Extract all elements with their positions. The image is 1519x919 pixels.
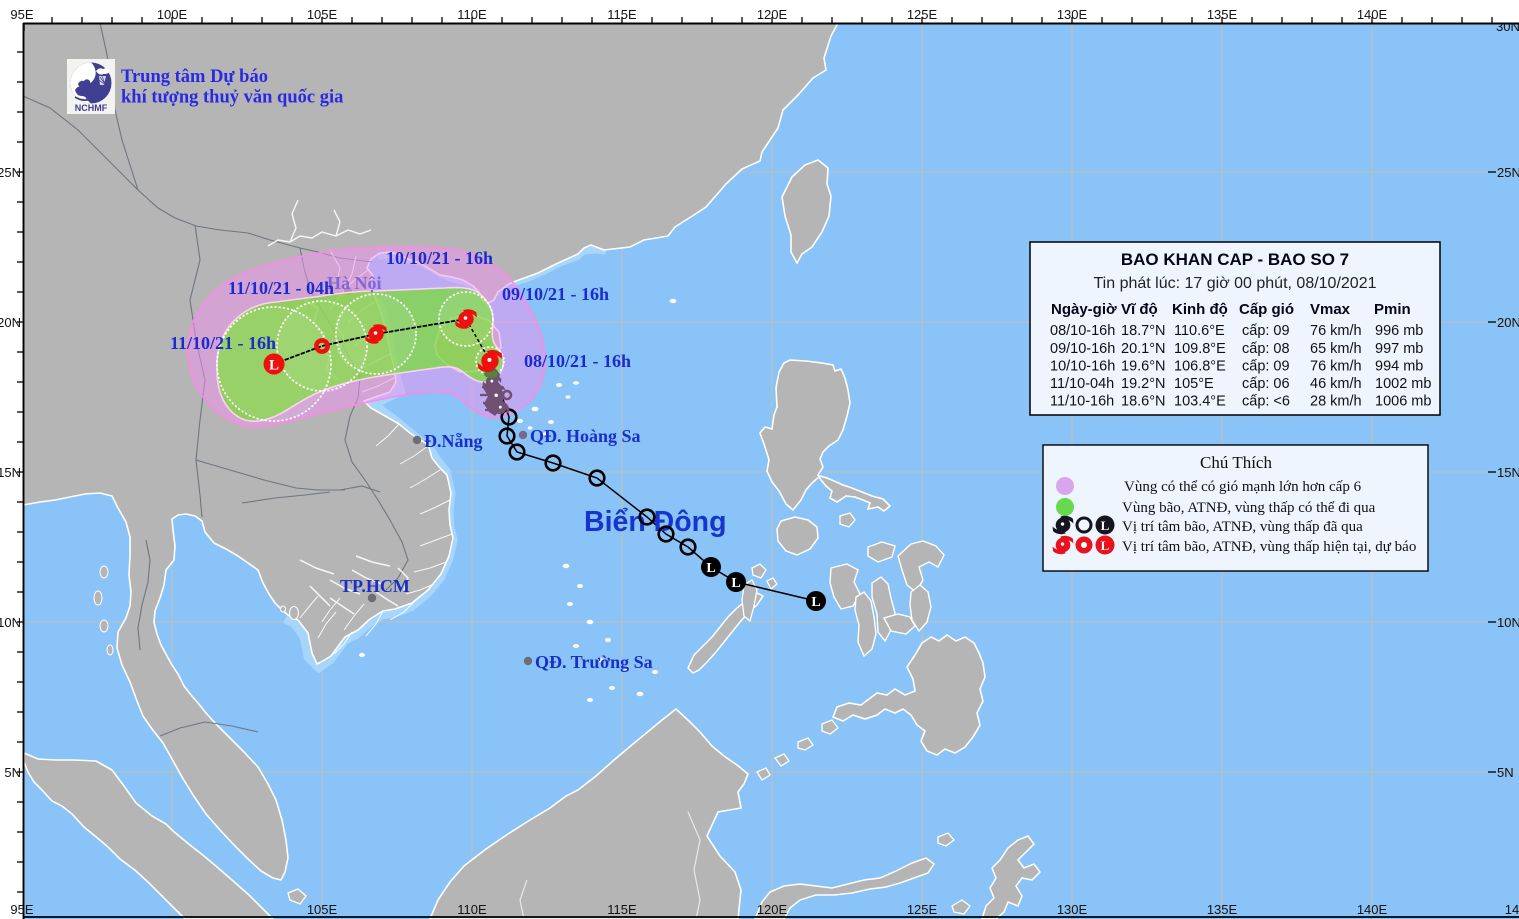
svg-text:Đ.Nẵng: Đ.Nẵng: [424, 431, 483, 451]
svg-text:5N: 5N: [4, 765, 21, 780]
svg-text:106.8°E: 106.8°E: [1174, 359, 1226, 375]
svg-text:103.4°E: 103.4°E: [1174, 394, 1226, 410]
svg-text:Vùng có thể có gió mạnh lớn hơ: Vùng có thể có gió mạnh lớn hơn cấp 6: [1124, 479, 1362, 495]
svg-text:08/10/21 - 16h: 08/10/21 - 16h: [524, 351, 631, 371]
svg-text:105E: 105E: [307, 902, 338, 917]
svg-text:10/10/21 - 16h: 10/10/21 - 16h: [386, 248, 493, 268]
svg-text:Trung tâm Dự báo: Trung tâm Dự báo: [121, 67, 268, 87]
svg-text:19.2°N: 19.2°N: [1121, 376, 1166, 392]
svg-text:Biển Đông: Biển Đông: [584, 506, 727, 538]
svg-text:20.1°N: 20.1°N: [1121, 341, 1166, 357]
svg-text:Pmin: Pmin: [1374, 301, 1411, 318]
svg-text:TP.HCM: TP.HCM: [340, 576, 410, 596]
svg-text:115E: 115E: [607, 902, 637, 917]
svg-text:Kinh độ: Kinh độ: [1172, 301, 1228, 318]
svg-text:khí tượng thuỷ văn quốc gia: khí tượng thuỷ văn quốc gia: [121, 88, 343, 108]
svg-text:15N: 15N: [0, 465, 21, 480]
svg-text:10N: 10N: [1497, 615, 1519, 630]
svg-text:140E: 140E: [1357, 902, 1388, 917]
svg-text:65 km/h: 65 km/h: [1310, 341, 1362, 357]
svg-text:Vùng bão, ATNĐ, vùng thấp có t: Vùng bão, ATNĐ, vùng thấp có thể đi qua: [1122, 500, 1376, 516]
svg-text:30N: 30N: [1496, 19, 1519, 34]
svg-text:46 km/h: 46 km/h: [1310, 376, 1362, 392]
svg-text:Vmax: Vmax: [1310, 301, 1351, 318]
svg-text:Cấp gió: Cấp gió: [1239, 301, 1294, 318]
svg-text:28 km/h: 28 km/h: [1310, 394, 1362, 410]
svg-text:18.6°N: 18.6°N: [1121, 394, 1166, 410]
svg-text:10/10-16h: 10/10-16h: [1050, 359, 1115, 375]
svg-text:Ngày-giờ: Ngày-giờ: [1051, 301, 1117, 318]
svg-text:15N: 15N: [1497, 465, 1519, 480]
svg-text:20N: 20N: [0, 315, 21, 330]
svg-text:19.6°N: 19.6°N: [1121, 359, 1166, 375]
svg-text:11/10/21 - 04h: 11/10/21 - 04h: [228, 278, 334, 298]
svg-text:L: L: [1101, 518, 1110, 533]
svg-text:20N: 20N: [1497, 315, 1519, 330]
svg-text:125E: 125E: [907, 902, 938, 917]
svg-text:109.8°E: 109.8°E: [1174, 341, 1226, 357]
svg-text:Vị trí tâm bão, ATNĐ, vùng thấ: Vị trí tâm bão, ATNĐ, vùng thấp đã qua: [1122, 519, 1363, 535]
svg-text:L: L: [706, 561, 715, 576]
svg-text:09/10/21 - 16h: 09/10/21 - 16h: [502, 284, 609, 304]
svg-text:95E: 95E: [10, 7, 33, 22]
svg-text:105E: 105E: [307, 7, 338, 22]
svg-text:11/10-04h: 11/10-04h: [1050, 376, 1114, 392]
svg-text:14: 14: [1505, 902, 1519, 917]
svg-text:cấp: 09: cấp: 09: [1242, 359, 1290, 375]
svg-text:1002 mb: 1002 mb: [1375, 376, 1431, 392]
svg-text:110E: 110E: [457, 902, 487, 917]
svg-text:996 mb: 996 mb: [1375, 323, 1423, 339]
svg-text:cấp: 06: cấp: 06: [1242, 376, 1290, 392]
svg-text:994 mb: 994 mb: [1375, 359, 1423, 375]
svg-text:L: L: [811, 595, 820, 610]
svg-text:105°E: 105°E: [1174, 376, 1214, 392]
svg-text:140E: 140E: [1357, 7, 1388, 22]
svg-text:120E: 120E: [757, 902, 788, 917]
svg-text:135E: 135E: [1207, 902, 1238, 917]
svg-text:110E: 110E: [457, 7, 487, 22]
svg-text:cấp: 08: cấp: 08: [1242, 341, 1290, 357]
svg-text:BAO KHAN CAP - BAO SO 7: BAO KHAN CAP - BAO SO 7: [1121, 250, 1349, 269]
svg-text:Vĩ độ: Vĩ độ: [1121, 301, 1158, 318]
svg-text:L: L: [731, 576, 740, 591]
svg-text:10N: 10N: [0, 615, 21, 630]
svg-text:Tin phát lúc: 17 giờ 00 phút,: Tin phát lúc: 17 giờ 00 phút, 08/10/2021: [1094, 275, 1377, 292]
svg-text:QĐ. Trường Sa: QĐ. Trường Sa: [535, 652, 653, 672]
svg-text:Vị trí tâm bão, ATNĐ, vùng thấ: Vị trí tâm bão, ATNĐ, vùng thấp hiện tại…: [1122, 539, 1416, 555]
svg-text:5N: 5N: [1497, 765, 1514, 780]
svg-text:125E: 125E: [907, 7, 938, 22]
svg-text:30N: 30N: [2, 19, 26, 34]
svg-text:25N: 25N: [1497, 165, 1519, 180]
svg-text:Hà Nội: Hà Nội: [327, 273, 382, 293]
svg-text:76 km/h: 76 km/h: [1310, 359, 1362, 375]
svg-text:QĐ. Hoàng Sa: QĐ. Hoàng Sa: [530, 426, 641, 446]
svg-text:11/10/21 - 16h: 11/10/21 - 16h: [170, 333, 276, 353]
svg-text:11/10-16h: 11/10-16h: [1050, 394, 1114, 410]
svg-text:L: L: [1101, 538, 1110, 553]
svg-text:09/10-16h: 09/10-16h: [1050, 341, 1115, 357]
svg-text:120E: 120E: [757, 7, 788, 22]
svg-text:Chú Thích: Chú Thích: [1200, 453, 1272, 472]
svg-text:1006 mb: 1006 mb: [1375, 394, 1431, 410]
svg-text:110.6°E: 110.6°E: [1174, 323, 1225, 339]
svg-text:18.7°N: 18.7°N: [1121, 323, 1166, 339]
svg-text:100E: 100E: [157, 7, 188, 22]
svg-text:NCHMF: NCHMF: [75, 103, 108, 113]
svg-text:95E: 95E: [10, 902, 33, 917]
svg-text:130E: 130E: [1057, 902, 1088, 917]
svg-text:115E: 115E: [607, 7, 637, 22]
svg-text:135E: 135E: [1207, 7, 1238, 22]
svg-text:08/10-16h: 08/10-16h: [1050, 323, 1115, 339]
svg-text:997 mb: 997 mb: [1375, 341, 1423, 357]
svg-text:cấp: <6: cấp: <6: [1242, 394, 1290, 410]
svg-text:25N: 25N: [0, 165, 21, 180]
svg-text:L: L: [269, 358, 279, 374]
svg-text:130E: 130E: [1057, 7, 1088, 22]
svg-text:cấp: 09: cấp: 09: [1242, 323, 1290, 339]
svg-text:76 km/h: 76 km/h: [1310, 323, 1362, 339]
